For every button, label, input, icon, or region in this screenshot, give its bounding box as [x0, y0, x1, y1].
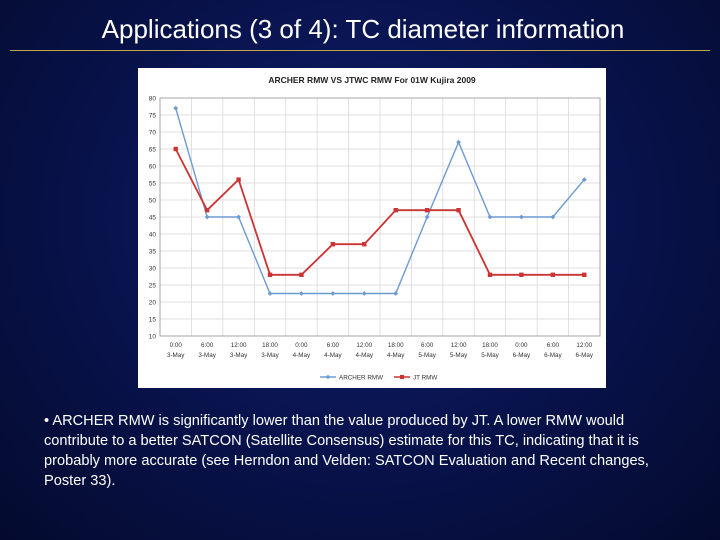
y-tick-label: 55: [149, 181, 157, 188]
data-point-jt-rmw: [362, 242, 367, 247]
x-tick-date: 5-May: [418, 352, 436, 359]
series-line-archer-rmw: [175, 108, 585, 295]
chart-legend: ARCHER RMW JT RMW: [320, 374, 437, 381]
x-tick-time: 0:00: [295, 342, 308, 349]
x-tick-date: 6-May: [513, 352, 531, 359]
y-tick-label: 30: [149, 266, 157, 273]
data-point-archer-rmw: [519, 214, 524, 220]
x-tick-time: 6:00: [327, 342, 340, 349]
data-point-archer-rmw: [487, 214, 493, 220]
data-point-archer-rmw: [299, 291, 304, 296]
data-point-archer-rmw: [204, 214, 210, 220]
y-tick-label: 25: [149, 283, 157, 290]
title-divider: [10, 50, 710, 51]
x-tick-time: 0:00: [515, 342, 528, 349]
y-tick-label: 45: [149, 215, 157, 222]
x-tick-time: 6:00: [547, 342, 560, 349]
data-point-jt-rmw: [550, 272, 556, 277]
x-tick-time: 0:00: [170, 342, 183, 349]
x-tick-date: 6-May: [544, 352, 562, 359]
legend-marker: [400, 375, 404, 379]
data-point-jt-rmw: [299, 272, 304, 277]
x-tick-time: 12:00: [576, 342, 592, 349]
x-tick-date: 4-May: [387, 352, 405, 359]
chart-axes: 10 15 20 25 30 35 40 45 50 55 60 65 70 75 80 0:00 3-May 6…: [149, 96, 601, 359]
data-point-jt-rmw: [267, 272, 273, 277]
x-tick-date: 3-May: [167, 352, 185, 359]
data-point-jt-rmw: [236, 177, 241, 182]
x-tick-date: 4-May: [324, 352, 342, 359]
y-tick-label: 75: [149, 113, 157, 120]
x-tick-time: 12:00: [356, 342, 372, 349]
legend-label: ARCHER RMW: [339, 374, 383, 381]
x-tick-date: 6-May: [576, 352, 594, 359]
y-tick-label: 20: [149, 300, 157, 307]
legend-label: JT RMW: [413, 374, 437, 381]
x-tick-time: 12:00: [231, 342, 247, 349]
data-point-jt-rmw: [487, 272, 493, 277]
data-point-archer-rmw: [330, 291, 336, 296]
data-point-jt-rmw: [519, 272, 524, 277]
chart-series: [173, 105, 587, 296]
legend-marker: [325, 374, 331, 380]
y-tick-label: 10: [149, 334, 157, 341]
data-point-jt-rmw: [393, 208, 398, 213]
x-tick-date: 3-May: [198, 352, 216, 359]
x-tick-time: 12:00: [451, 342, 467, 349]
data-point-archer-rmw: [236, 214, 241, 220]
x-tick-date: 3-May: [261, 352, 279, 359]
data-point-archer-rmw: [550, 214, 556, 220]
data-point-jt-rmw: [456, 208, 461, 213]
slide-title: Applications (3 of 4): TC diameter infor…: [101, 14, 625, 44]
x-tick-time: 18:00: [482, 342, 498, 349]
y-tick-label: 35: [149, 249, 157, 256]
x-tick-date: 5-May: [481, 352, 499, 359]
data-point-jt-rmw: [582, 272, 587, 277]
y-tick-label: 80: [149, 96, 157, 103]
data-point-archer-rmw: [456, 139, 461, 145]
x-tick-date: 5-May: [450, 352, 468, 359]
data-point-archer-rmw: [267, 291, 273, 296]
y-tick-label: 15: [149, 317, 157, 324]
data-point-archer-rmw: [393, 291, 399, 296]
data-point-jt-rmw: [173, 146, 178, 152]
y-tick-label: 70: [149, 130, 157, 137]
x-tick-date: 3-May: [230, 352, 248, 359]
y-tick-label: 40: [149, 232, 157, 239]
x-tick-date: 4-May: [356, 352, 374, 359]
x-tick-time: 18:00: [388, 342, 404, 349]
plot-frame: [159, 97, 601, 337]
x-tick-time: 6:00: [421, 342, 434, 349]
data-point-archer-rmw: [173, 105, 179, 111]
x-tick-date: 4-May: [293, 352, 311, 359]
y-tick-label: 60: [149, 164, 157, 171]
x-tick-time: 6:00: [201, 342, 214, 349]
data-point-jt-rmw: [204, 208, 210, 213]
data-point-archer-rmw: [424, 214, 430, 220]
chart-panel: ARCHER RMW VS JTWC RMW For 01W Kujira 20…: [138, 68, 606, 388]
x-tick-time: 18:00: [262, 342, 278, 349]
y-tick-label: 65: [149, 147, 157, 154]
series-line-jt-rmw: [174, 148, 585, 276]
line-chart: ARCHER RMW VS JTWC RMW For 01W Kujira 20…: [149, 75, 601, 381]
data-point-jt-rmw: [330, 242, 336, 247]
y-tick-label: 50: [149, 198, 157, 205]
chart-title: ARCHER RMW VS JTWC RMW For 01W Kujira 20…: [268, 75, 476, 85]
data-point-archer-rmw: [361, 291, 367, 296]
bullet-text: • ARCHER RMW is significantly lower than…: [44, 413, 649, 489]
data-point-jt-rmw: [424, 208, 430, 213]
